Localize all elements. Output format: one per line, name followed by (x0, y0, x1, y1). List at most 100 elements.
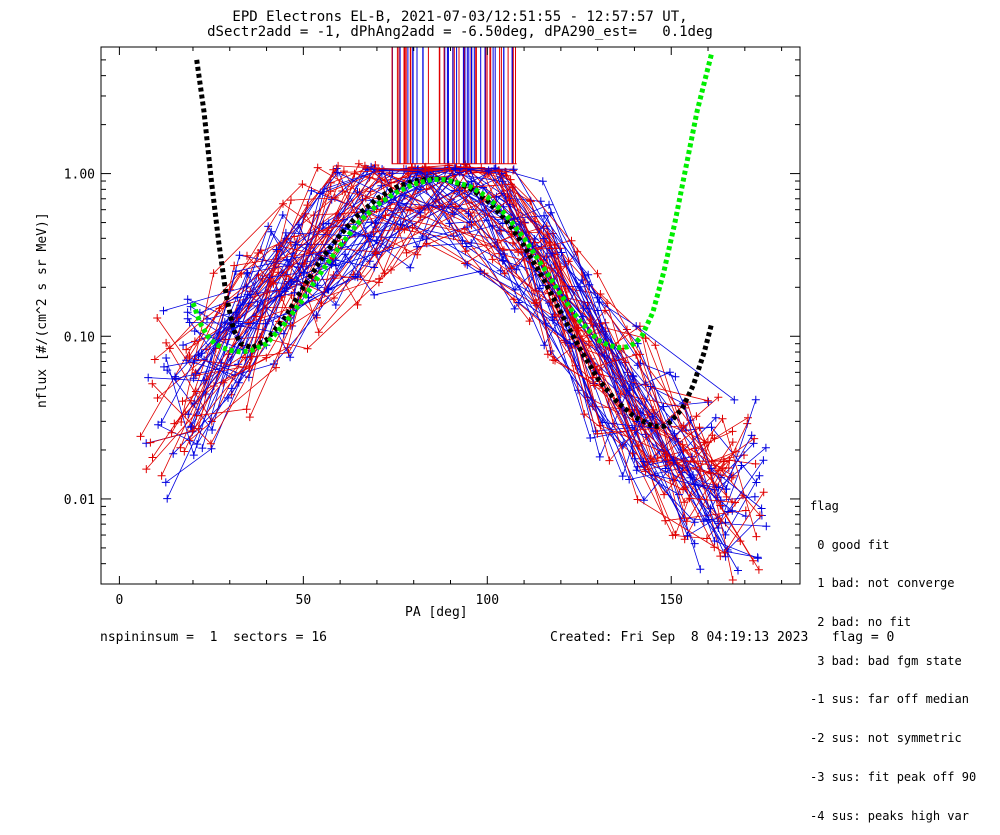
spectrum-point (695, 423, 704, 432)
spectrum-point (176, 443, 185, 452)
spectrum-point (585, 280, 594, 289)
spectrum-point (461, 247, 470, 256)
spectrum-point (584, 304, 593, 313)
spectrum-point (365, 257, 374, 266)
spectrum-point (415, 204, 424, 213)
spectrum-point (679, 421, 688, 430)
spectrum-point (279, 199, 287, 208)
spectrum-point (300, 259, 309, 268)
spectrum-point (753, 553, 762, 562)
spectrum-point (463, 260, 472, 269)
spectrum-line (246, 167, 760, 570)
spectrum-point (185, 352, 194, 361)
spectrum-point (287, 196, 295, 205)
spectrum-point (751, 459, 760, 468)
spectrum-point (351, 230, 360, 239)
spectrum-point (545, 200, 553, 209)
spectrum-point (557, 248, 566, 257)
spectrum-point (752, 478, 761, 487)
footer-sample-info: nspininsum = 1 sectors = 16 (100, 630, 327, 645)
spectrum-point (153, 314, 162, 322)
spectrum-point (354, 159, 363, 168)
spectrum-point (722, 492, 731, 501)
spectrum-point (716, 501, 725, 510)
spectrum-point (161, 478, 170, 487)
spectrum-point (153, 394, 162, 402)
flag-legend-item: 0 good fit (810, 537, 890, 552)
spectrum-point (186, 423, 195, 432)
spectrum-point (704, 515, 713, 524)
spectrum-point (189, 451, 198, 460)
spectrum-point (254, 249, 263, 257)
spectrum-point (333, 216, 342, 225)
spectrum-point (191, 387, 200, 396)
spectrum-point (720, 457, 729, 466)
spectrum-point (267, 227, 276, 236)
spectrum-point (142, 465, 151, 474)
spectrum-point (339, 167, 348, 176)
spectrum-point (404, 169, 413, 178)
spectrum-line (171, 168, 727, 498)
spectrum-point (199, 376, 208, 385)
y-tick-label: 0.01 (64, 493, 95, 508)
flag-legend-item: 2 bad: no fit (810, 614, 912, 629)
spectrum-point (253, 301, 262, 310)
spectrum-point (754, 565, 763, 574)
spectrum-point (580, 410, 589, 419)
spectrum-point (720, 548, 729, 557)
spectrum-point (505, 196, 514, 204)
spectrum-point (278, 211, 287, 219)
spectrum-point (548, 313, 557, 322)
spectrum-point (330, 294, 338, 302)
spectrum-point (157, 418, 166, 427)
spectrum-point (146, 438, 155, 447)
spectrum-point (183, 295, 192, 304)
spectrum-point (326, 187, 335, 196)
spectrum-point (230, 261, 239, 270)
fit-curves (190, 52, 715, 429)
spectrum-point (282, 272, 291, 280)
spectrum-line (157, 169, 711, 509)
spectrum-point (208, 426, 217, 434)
spectrum-point (462, 163, 471, 171)
spectrum-point (696, 565, 705, 574)
spectrum-point (136, 432, 145, 441)
spectrum-point (541, 319, 550, 328)
spectrum-point (361, 194, 370, 203)
spectrum-point (157, 471, 166, 480)
spectrum-point (682, 517, 691, 526)
spectrum-point (242, 282, 251, 291)
spectrum-point (236, 301, 245, 310)
spectrum-point (751, 395, 760, 404)
spectrum-point (190, 327, 199, 335)
spectrum-point (724, 507, 732, 516)
spectrum-point (458, 236, 467, 245)
spectrum-point (549, 356, 558, 364)
spectrum-point (630, 454, 639, 463)
y-tick-label: 1.00 (64, 168, 95, 183)
spectrum-point (488, 255, 497, 264)
spectrum-point (243, 269, 252, 278)
spectrum-point (380, 269, 389, 278)
spectrum-point (671, 372, 680, 381)
spectrum-point (286, 321, 295, 330)
spectrum-point (206, 439, 215, 448)
spectrum-point (547, 264, 556, 273)
flag-legend-item: -1 sus: far off median (810, 692, 969, 707)
spectrum-point (177, 418, 186, 426)
spectrum-point (484, 166, 493, 175)
y-axis-label: nflux [#/(cm^2 s sr MeV)] (35, 212, 50, 408)
spectrum-point (186, 396, 195, 405)
flag-legend-item: -3 sus: fit peak off 90 (810, 769, 977, 784)
spectrum-point (727, 473, 736, 482)
spectrum-point (169, 449, 178, 458)
spectrum-point (330, 193, 339, 202)
spectrum-point (235, 251, 244, 260)
spectrum-point (757, 504, 766, 513)
spectrum-point (180, 447, 189, 456)
spectrum-point (450, 210, 458, 219)
spectrum-point (258, 274, 267, 283)
spectrum-point (179, 341, 188, 350)
spectrum-point (510, 304, 519, 313)
spectrum-point (303, 344, 312, 353)
